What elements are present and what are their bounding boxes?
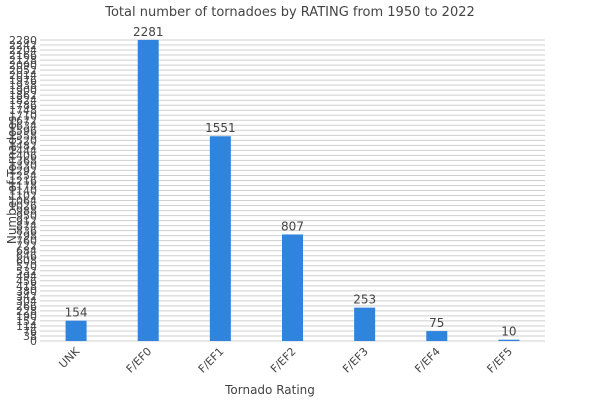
data-label: 2281 [133, 25, 164, 39]
y-tick-label: 2242 [9, 39, 37, 52]
x-tick-label: F/EF0 [124, 345, 155, 376]
y-tick-label: 266 [16, 300, 37, 313]
y-tick-label: 1406 [9, 149, 37, 162]
y-tick-label: 2128 [9, 54, 37, 67]
y-tick-label: 1824 [9, 94, 37, 107]
bar [354, 307, 376, 341]
y-axis-title: Number of Tornadoes [5, 116, 19, 244]
data-labels: 154 2281 1551 807 253 75 10 [65, 25, 517, 339]
y-axis-ticks: 0387611415219022826630434238041845649453… [9, 34, 37, 348]
y-tick-label: 2090 [9, 59, 37, 72]
x-tick-label: F/EF5 [484, 345, 515, 376]
y-tick-label: 646 [16, 250, 37, 263]
y-tick-label: 1064 [9, 195, 37, 208]
y-tick-label: 1292 [9, 164, 37, 177]
y-tick-label: 152 [16, 315, 37, 328]
y-tick-label: 342 [16, 290, 37, 303]
data-label: 1551 [205, 121, 236, 135]
x-tick-label: F/EF3 [340, 345, 371, 376]
y-tick-label: 2204 [9, 44, 37, 57]
y-tick-label: 1178 [9, 179, 37, 192]
x-tick-label: F/EF2 [268, 345, 299, 376]
y-tick-label: 304 [16, 295, 37, 308]
data-label: 807 [281, 219, 304, 233]
bar [498, 339, 520, 341]
y-tick-label: 0 [30, 335, 37, 348]
y-tick-label: 2166 [9, 49, 37, 62]
y-tick-label: 1976 [9, 74, 37, 87]
bar [426, 331, 448, 341]
bar [209, 136, 231, 341]
y-tick-label: 836 [16, 225, 37, 238]
y-tick-label: 1216 [9, 174, 37, 187]
y-tick-label: 76 [23, 325, 37, 338]
x-tick-label: UNK [56, 344, 82, 370]
y-tick-label: 950 [16, 210, 37, 223]
y-tick-label: 1748 [9, 104, 37, 117]
y-tick-label: 114 [16, 320, 37, 333]
data-label: 253 [353, 293, 376, 307]
data-label: 154 [65, 306, 88, 320]
y-tick-label: 190 [16, 310, 37, 323]
y-tick-label: 1444 [9, 144, 37, 157]
y-tick-label: 798 [16, 230, 37, 243]
y-tick-label: 760 [16, 235, 37, 248]
y-tick-label: 2280 [9, 34, 37, 47]
x-tick-label: F/EF1 [196, 345, 227, 376]
y-tick-label: 1900 [9, 84, 37, 97]
y-tick-label: 988 [16, 205, 37, 218]
y-tick-label: 2052 [9, 64, 37, 77]
bar [282, 234, 303, 341]
y-tick-label: 1482 [9, 139, 37, 152]
data-label: 10 [501, 325, 516, 339]
y-tick-label: 722 [16, 240, 37, 253]
x-tick-label: F/EF4 [412, 345, 443, 376]
y-tick-label: 1596 [9, 124, 37, 137]
y-tick-label: 874 [16, 220, 37, 233]
y-tick-label: 1862 [9, 89, 37, 102]
x-axis-title: Tornado Rating [224, 383, 315, 397]
x-axis-ticks: UNK F/EF0 F/EF1 F/EF2 F/EF3 F/EF4 F/EF5 [56, 344, 515, 375]
y-tick-label: 1330 [9, 159, 37, 172]
y-tick-label: 1634 [9, 119, 37, 132]
y-tick-label: 228 [16, 305, 37, 318]
y-tick-label: 912 [16, 215, 37, 228]
y-tick-label: 1140 [9, 185, 37, 198]
bars [65, 39, 520, 341]
y-tick-label: 1368 [9, 154, 37, 167]
y-tick-label: 1254 [9, 169, 37, 182]
y-tick-label: 1520 [9, 134, 37, 147]
bar [65, 320, 87, 341]
y-tick-label: 570 [16, 260, 37, 273]
y-tick-label: 494 [16, 270, 37, 283]
data-label: 75 [429, 316, 444, 330]
y-tick-label: 38 [23, 330, 37, 343]
chart-title: Total number of tornadoes by RATING from… [104, 5, 475, 20]
y-tick-label: 1026 [9, 200, 37, 213]
y-tick-label: 1786 [9, 99, 37, 112]
y-tick-label: 1938 [9, 79, 37, 92]
y-tick-label: 456 [16, 275, 37, 288]
y-tick-label: 380 [16, 285, 37, 298]
y-tick-label: 1102 [9, 190, 37, 203]
bar [137, 39, 159, 341]
y-tick-label: 1672 [9, 114, 37, 127]
y-tick-label: 532 [16, 265, 37, 278]
y-tick-label: 684 [16, 245, 37, 258]
y-tick-label: 418 [16, 280, 37, 293]
y-tick-label: 2014 [9, 69, 37, 82]
y-tick-label: 1710 [9, 109, 37, 122]
y-tick-label: 1558 [9, 129, 37, 142]
y-tick-label: 608 [16, 255, 37, 268]
